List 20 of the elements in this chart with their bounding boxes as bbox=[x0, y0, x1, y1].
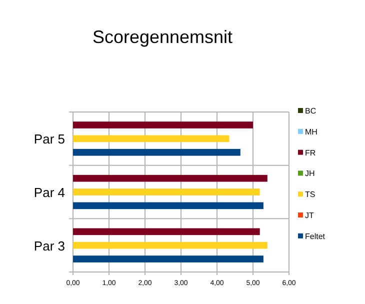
bar bbox=[73, 256, 264, 262]
bar bbox=[73, 202, 264, 210]
legend-label: MH bbox=[305, 127, 318, 136]
y-tick-label: Par 4 bbox=[34, 185, 65, 200]
legend-label: FR bbox=[305, 148, 316, 158]
bar bbox=[73, 174, 268, 182]
legend-label: BC bbox=[305, 106, 316, 116]
bar bbox=[73, 148, 240, 156]
y-tick-label: Par 5 bbox=[34, 132, 65, 147]
bar bbox=[73, 242, 268, 249]
bar bbox=[73, 228, 260, 236]
bar bbox=[73, 135, 230, 142]
y-tick-label: Par 3 bbox=[34, 238, 65, 254]
bar bbox=[73, 122, 253, 128]
bar bbox=[73, 188, 260, 196]
legend-label: JH bbox=[305, 169, 315, 178]
chart-title: Scoregennemsnit bbox=[92, 27, 233, 47]
legend-label: TS bbox=[305, 190, 316, 200]
legend-label: Feltet bbox=[305, 232, 326, 241]
legend-label: JT bbox=[305, 211, 314, 220]
